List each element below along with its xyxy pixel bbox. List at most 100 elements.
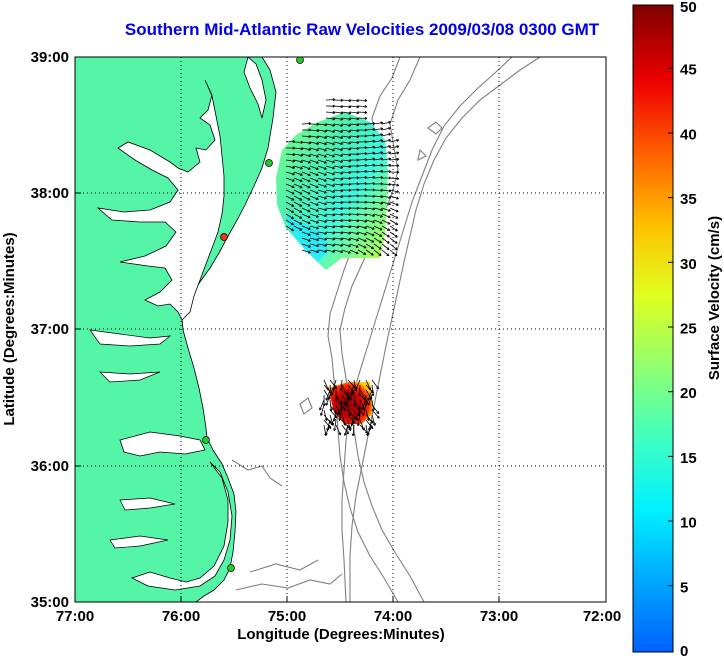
velocity-arrow — [338, 409, 343, 421]
velocity-arrow — [285, 159, 295, 162]
velocity-arrow — [371, 404, 380, 414]
velocity-arrow — [357, 183, 368, 185]
velocity-arrow — [337, 404, 343, 416]
velocity-arrow — [293, 189, 303, 195]
velocity-arrow — [357, 237, 367, 242]
velocity-arrowhead — [356, 225, 360, 229]
velocity-arrowhead — [371, 246, 375, 250]
velocity-arrowhead — [339, 388, 343, 392]
velocity-arrow — [325, 243, 335, 246]
velocity-arrowhead — [324, 123, 328, 127]
velocity-arrowhead — [387, 228, 391, 231]
velocity-arrowhead — [319, 407, 322, 411]
velocity-arrow — [341, 159, 351, 162]
velocity-arrow — [341, 135, 351, 138]
velocity-arrowhead — [325, 402, 329, 406]
velocity-arrow — [389, 177, 399, 180]
velocity-arrow — [365, 419, 374, 429]
velocity-arrowhead — [307, 203, 311, 207]
velocity-arrow — [359, 399, 366, 411]
velocity-arrow — [301, 153, 311, 157]
velocity-arrowhead — [299, 215, 303, 219]
velocity-arrow — [373, 213, 383, 218]
velocity-arrow — [325, 129, 335, 133]
velocity-arrowhead — [331, 392, 334, 396]
velocity-arrow — [373, 237, 382, 244]
velocity-arrow — [365, 123, 376, 125]
velocity-arrow — [293, 219, 303, 225]
velocity-arrowhead — [332, 160, 335, 164]
velocity-arrow — [357, 105, 368, 108]
velocity-arrowhead — [332, 117, 336, 121]
velocity-arrowhead — [299, 185, 303, 189]
velocity-arrow — [373, 243, 382, 250]
velocity-arrow — [365, 146, 375, 149]
delaware-bay — [243, 57, 267, 119]
velocity-arrowhead — [371, 226, 375, 230]
velocity-arrow — [317, 213, 327, 217]
radar-station-marker-alert — [220, 233, 228, 241]
x-tick-label: 76:00 — [162, 608, 200, 625]
velocity-arrowhead — [324, 202, 327, 206]
velocity-arrowhead — [307, 166, 311, 170]
velocity-arrowhead — [387, 221, 391, 225]
page-title: Southern Mid-Atlantic Raw Velocities 200… — [124, 20, 600, 39]
velocity-arrowhead — [299, 197, 303, 201]
x-axis-label: Longitude (Degrees:Minutes) — [237, 626, 445, 643]
velocity-arrow — [389, 225, 398, 232]
velocity-arrow — [331, 384, 337, 396]
velocity-arrowhead — [340, 129, 344, 134]
x-tick-label: 72:00 — [583, 608, 621, 625]
velocity-arrowhead — [366, 432, 370, 436]
velocity-arrow — [323, 409, 328, 421]
velocity-arrowhead — [324, 225, 328, 229]
velocity-arrow — [344, 424, 349, 436]
velocity-arrowhead — [372, 151, 376, 155]
velocity-arrow — [320, 404, 325, 416]
velocity-arrowhead — [372, 157, 376, 161]
velocity-arrowhead — [324, 142, 327, 146]
velocity-arrowhead — [348, 117, 352, 121]
velocity-arrowhead — [388, 195, 392, 199]
velocity-arrowhead — [356, 232, 360, 236]
velocity-arrow — [353, 404, 362, 414]
velocity-arrow — [301, 135, 312, 138]
velocity-arrowhead — [394, 253, 398, 257]
velocity-arrowhead — [348, 170, 352, 175]
y-tick-label: 39:00 — [31, 49, 69, 66]
velocity-arrowhead — [329, 408, 333, 412]
velocity-arrowhead — [291, 178, 295, 182]
velocity-arrow — [309, 141, 319, 145]
velocity-arrowhead — [388, 145, 392, 149]
velocity-arrow — [317, 231, 327, 235]
velocity-arrow — [349, 219, 359, 222]
velocity-arrowhead — [308, 154, 311, 158]
velocity-arrowhead — [315, 208, 319, 212]
velocity-arrow — [371, 379, 379, 390]
velocity-arrow — [341, 231, 351, 234]
velocity-arrowhead — [340, 123, 344, 127]
velocity-arrowhead — [340, 225, 344, 229]
velocity-arrowhead — [356, 129, 360, 133]
velocity-arrowhead — [395, 215, 399, 219]
velocity-arrowhead — [332, 189, 336, 193]
velocity-arrow — [285, 177, 295, 182]
velocity-arrow — [389, 195, 399, 200]
velocity-arrowhead — [364, 98, 368, 103]
velocity-arrow — [317, 225, 327, 229]
velocity-arrow — [357, 111, 368, 113]
velocity-arrow — [301, 249, 311, 254]
velocity-arrow — [293, 177, 303, 182]
velocity-arrowhead — [380, 127, 384, 131]
velocity-arrow — [333, 153, 343, 157]
velocity-arrowhead — [340, 189, 344, 193]
velocity-arrowhead — [380, 195, 384, 199]
velocity-arrowhead — [315, 203, 319, 206]
velocity-arrow — [341, 243, 351, 247]
velocity-arrow — [333, 219, 344, 222]
velocity-arrow — [381, 158, 391, 161]
velocity-arrow — [325, 207, 335, 210]
velocity-arrowhead — [386, 240, 390, 244]
velocity-arrow — [325, 389, 331, 401]
velocity-arrow — [357, 170, 368, 173]
